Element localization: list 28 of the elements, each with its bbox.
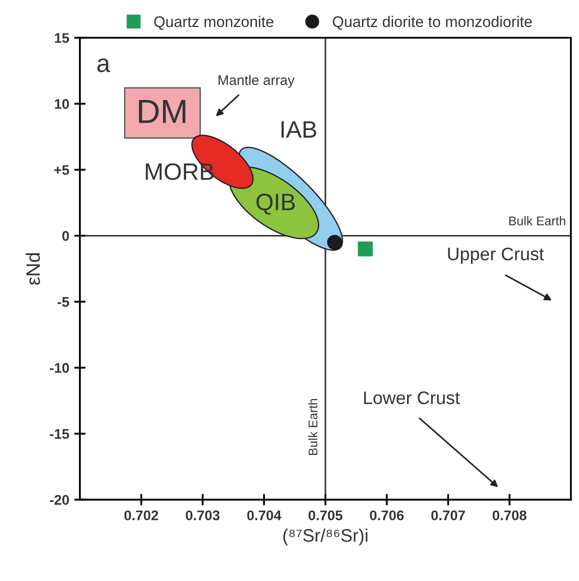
x-tick-label: 0.706 <box>370 510 404 520</box>
y-tick-label: 10 <box>54 99 69 109</box>
annotation: Mantle array <box>218 74 295 88</box>
y-tick-label: -5 <box>58 297 70 307</box>
y-tick-label: -15 <box>50 429 70 439</box>
x-tick-label: 0.705 <box>308 510 342 520</box>
annotation: IAB <box>282 121 316 138</box>
annotation: Upper Crust <box>448 248 544 264</box>
x-tick-label: 0.707 <box>431 510 465 520</box>
x-tick-label: 0.702 <box>124 510 158 520</box>
y-tick-label: 15 <box>54 33 70 43</box>
annotation: a <box>97 58 110 72</box>
ref-line-label: Bulk Earth <box>509 216 566 226</box>
ref-line-label: Bulk Earth <box>308 399 318 455</box>
y-tick-label: 0 <box>62 231 69 241</box>
annotation: Lower Crust <box>364 391 460 404</box>
y-tick-label: +5 <box>54 165 70 175</box>
annotation: DM <box>138 100 186 123</box>
x-tick-label: 0.708 <box>492 510 526 520</box>
x-axis-title: (⁸⁷Sr/⁸⁶Sr)i <box>283 528 368 546</box>
legend-label: Quartz monzonite <box>154 16 274 30</box>
x-tick-label: 0.704 <box>247 510 282 520</box>
legend-label: Quartz diorite to monzodiorite <box>332 16 532 30</box>
y-tick-label: -10 <box>50 363 69 373</box>
y-axis-title: εNd <box>26 253 40 285</box>
x-tick-label: 0.703 <box>186 510 220 520</box>
y-tick-label: -20 <box>50 494 69 505</box>
annotation: QIB <box>256 194 295 215</box>
